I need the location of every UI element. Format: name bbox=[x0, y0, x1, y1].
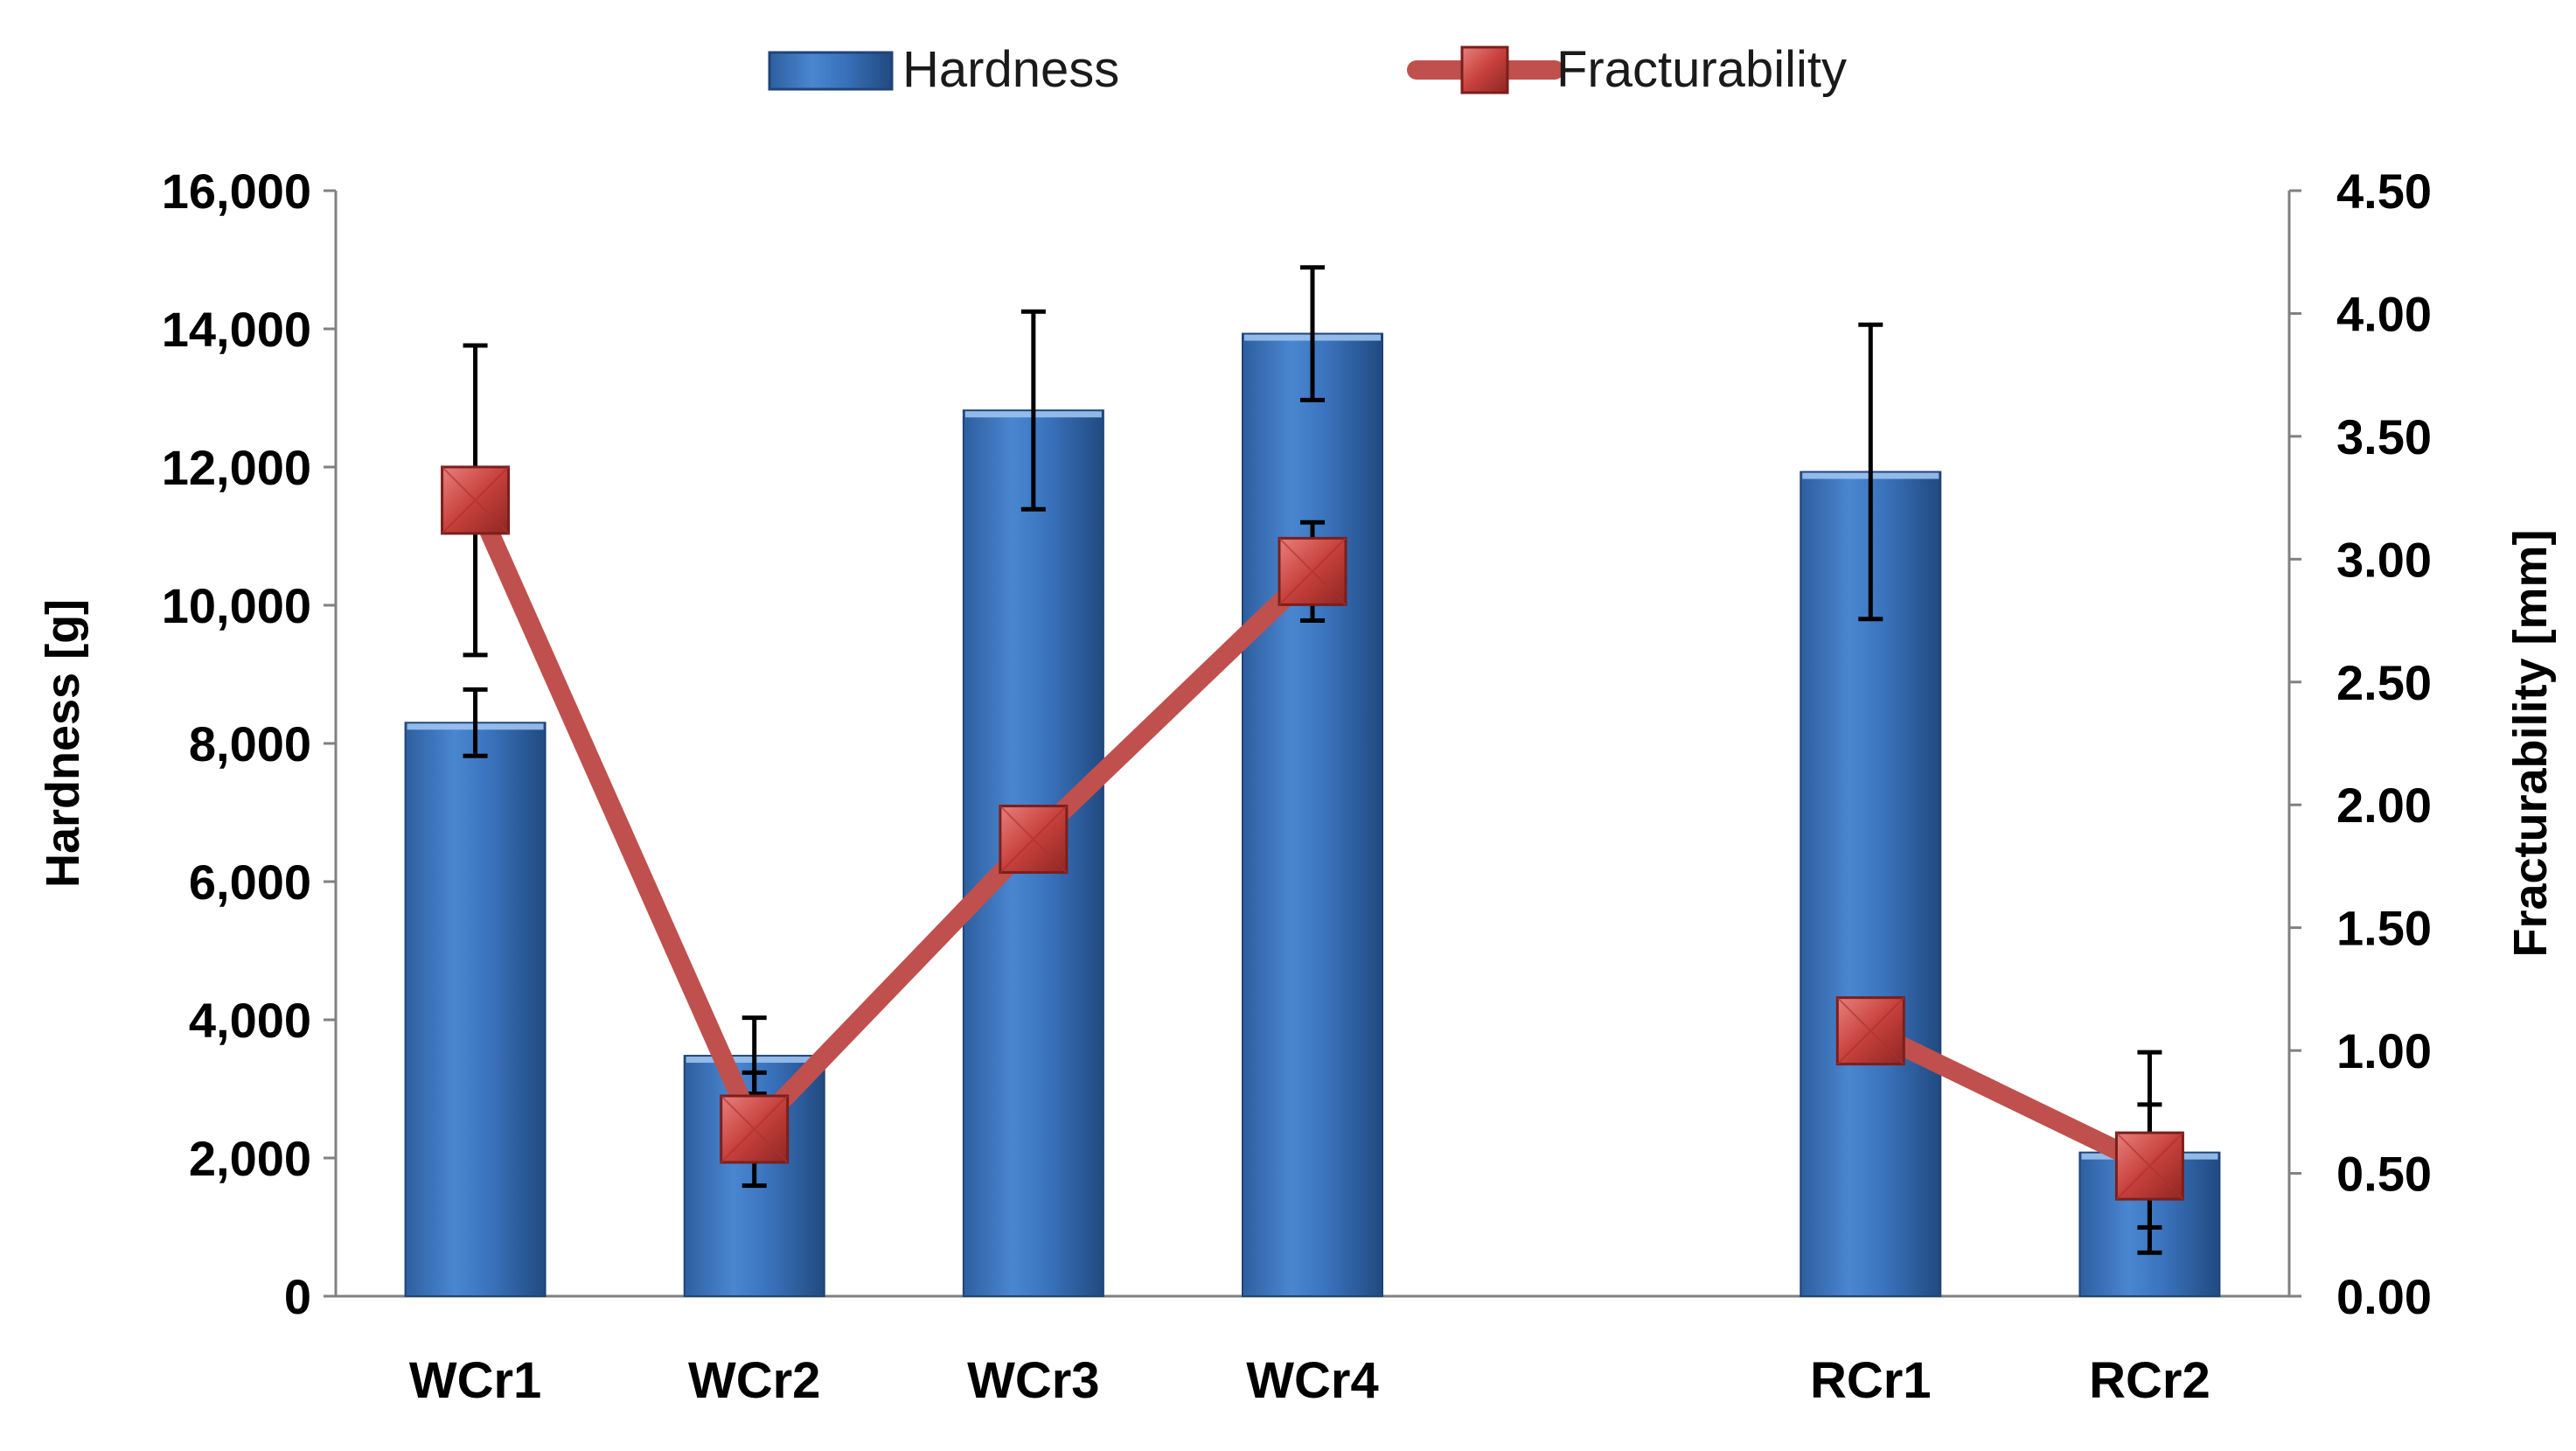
y-axis-title: Hardness [g] bbox=[37, 599, 89, 888]
hardness-error-bar bbox=[1858, 322, 1883, 622]
fracturability-line-series bbox=[441, 343, 2184, 1230]
hardness-error-bar bbox=[463, 687, 488, 758]
fracturability-line bbox=[1866, 1022, 2155, 1175]
left-tick-label: 8,000 bbox=[189, 716, 311, 771]
right-tick-label: 3.50 bbox=[2336, 409, 2432, 464]
legend-fracturability-marker bbox=[1460, 45, 1509, 94]
fracturability-point bbox=[720, 1094, 790, 1164]
fracturability-marker-bevel bbox=[1278, 537, 1347, 606]
fracturability-point bbox=[441, 465, 511, 535]
category-label: RCr2 bbox=[2089, 1352, 2210, 1409]
right-tick-label: 0.00 bbox=[2336, 1269, 2432, 1324]
fracturability-marker-bevel bbox=[2115, 1132, 2184, 1200]
right-tick-label: 3.00 bbox=[2336, 532, 2432, 587]
hardness-bar bbox=[1242, 332, 1383, 1297]
right-tick-label: 0.50 bbox=[2336, 1147, 2432, 1202]
left-axis: 0 2,000 4,000 6,000 8,000 10,000 12,000 14,000 1… bbox=[162, 164, 338, 1324]
category-labels: WCr1 WCr2 WCr3 WCr4 RCr1 RCr2 bbox=[409, 1352, 2210, 1409]
legend-item-hardness: Hardness bbox=[768, 41, 1119, 98]
y2-axis-title: Fracturability [mm] bbox=[2504, 529, 2557, 957]
left-tick-label: 4,000 bbox=[189, 993, 311, 1048]
fracturability-point bbox=[999, 805, 1069, 875]
right-tick-label: 4.00 bbox=[2336, 286, 2432, 341]
hardness-bar-body bbox=[404, 722, 547, 1297]
legend-item-fracturability: Fracturability bbox=[1407, 41, 1847, 98]
legend-hardness-label: Hardness bbox=[902, 41, 1119, 98]
category-label: WCr4 bbox=[1246, 1352, 1378, 1409]
fracturability-line bbox=[466, 496, 1319, 1139]
category-label: WCr3 bbox=[967, 1352, 1099, 1409]
right-tick-label: 1.50 bbox=[2336, 901, 2432, 956]
hardness-bar bbox=[404, 722, 547, 1297]
hardness-error-bar bbox=[1300, 265, 1325, 402]
right-tick-label: 2.50 bbox=[2336, 655, 2432, 710]
left-tick-label: 0 bbox=[284, 1269, 311, 1324]
fracturability-marker-bevel bbox=[1836, 996, 1904, 1065]
hardness-bars bbox=[404, 332, 2221, 1298]
fracturability-marker-bevel bbox=[999, 805, 1068, 874]
left-tick-label: 10,000 bbox=[162, 578, 311, 633]
legend-fracturability-label: Fracturability bbox=[1556, 41, 1847, 98]
right-tick-label: 2.00 bbox=[2336, 778, 2432, 833]
right-tick-label: 1.00 bbox=[2336, 1023, 2432, 1078]
fracturability-point bbox=[1835, 996, 1905, 1066]
legend-hardness-swatch bbox=[768, 51, 894, 91]
left-tick-label: 12,000 bbox=[162, 440, 311, 495]
fracturability-point bbox=[1278, 536, 1347, 606]
fracturability-marker-bevel bbox=[441, 466, 510, 534]
left-tick-label: 16,000 bbox=[162, 164, 311, 219]
fracturability-point bbox=[2114, 1131, 2184, 1201]
category-label: WCr2 bbox=[688, 1352, 820, 1409]
category-label: WCr1 bbox=[409, 1352, 541, 1409]
left-tick-label: 6,000 bbox=[189, 855, 311, 910]
left-tick-label: 2,000 bbox=[189, 1131, 311, 1186]
fracturability-marker-bevel bbox=[721, 1095, 789, 1163]
hardness-error-bar bbox=[1020, 309, 1046, 512]
legend: Hardness Fracturability bbox=[768, 41, 1847, 98]
category-label: RCr1 bbox=[1810, 1352, 1932, 1409]
hardness-bar-body bbox=[1242, 332, 1383, 1297]
right-axis: 0.00 0.50 1.00 1.50 2.00 2.50 3.00 3.50 4.00 4.50 bbox=[2287, 164, 2432, 1324]
left-tick-label: 14,000 bbox=[162, 302, 311, 357]
right-tick-label: 4.50 bbox=[2336, 164, 2432, 219]
